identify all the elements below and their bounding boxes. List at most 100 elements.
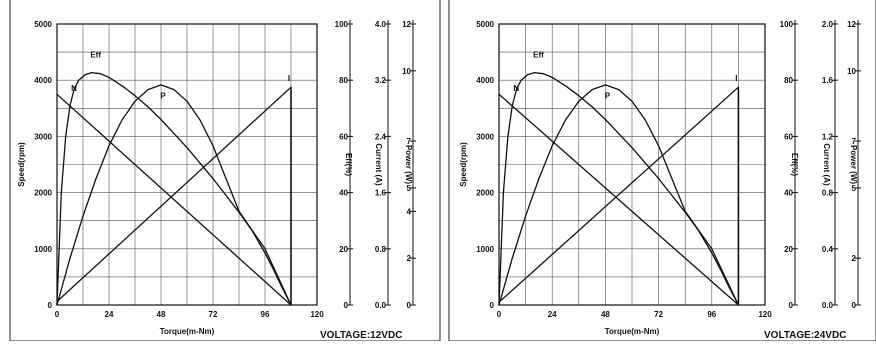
data-point-p: [578, 100, 580, 102]
speed-tick-label: 2000: [34, 189, 52, 198]
grid: [56, 23, 318, 306]
current-axis-label: Current (A): [822, 143, 831, 186]
voltage-label: VOLTAGE:12VDC: [320, 330, 402, 341]
data-point-p: [251, 229, 253, 231]
eff-tick-label: 0: [344, 301, 349, 310]
series-line-n: [56, 93, 292, 306]
data-point-eff: [542, 73, 544, 75]
data-point-eff: [533, 72, 536, 74]
speed-tick-label: 4000: [476, 76, 494, 85]
data-point-i: [56, 300, 58, 303]
data-point-eff: [516, 88, 518, 90]
series-label-i: I: [735, 74, 737, 83]
plot-area: [56, 23, 318, 306]
data-point-eff: [60, 192, 62, 194]
data-point-eff: [578, 95, 580, 97]
x-tick-label: 24: [548, 310, 557, 319]
x-axis-label: Torque(m-Nm): [160, 327, 215, 336]
data-point-p: [95, 178, 97, 180]
x-tick-label: 72: [209, 310, 218, 319]
eff-axis-label: Eff(%): [344, 153, 353, 176]
series-line-n: [498, 93, 739, 306]
power-axis-label: Power (W): [404, 145, 413, 184]
voltage-label: VOLTAGE:24VDC: [764, 330, 846, 341]
eff-tick-label: 0: [789, 301, 794, 310]
data-point-p: [551, 145, 553, 147]
data-point-p: [82, 215, 84, 217]
x-tick-label: 0: [55, 310, 60, 319]
data-point-p: [724, 276, 726, 278]
power-tick-label: 10: [402, 67, 411, 76]
data-point-eff: [631, 147, 633, 149]
eff-tick-label: 100: [780, 20, 794, 29]
current-tick-label: 0.8: [375, 245, 387, 254]
series-label-p: P: [160, 91, 166, 100]
data-point-eff: [507, 135, 509, 137]
data-point-p: [498, 304, 500, 306]
power-tick-label: 2: [407, 254, 412, 263]
speed-tick-label: 5000: [476, 20, 494, 29]
current-tick-label: 1.2: [822, 132, 834, 141]
eff-tick-label: 60: [339, 132, 348, 141]
current-axis-label: Current (A): [374, 143, 383, 186]
data-point-eff: [591, 106, 593, 108]
data-point-eff: [527, 74, 529, 76]
data-point-eff: [134, 95, 136, 97]
speed-axis-ticks: 0 1000 2000 3000 4000 5000: [34, 20, 52, 310]
data-point-eff: [73, 88, 75, 90]
data-point-eff: [711, 252, 713, 254]
eff-tick-label: 100: [335, 20, 349, 29]
data-point-eff: [108, 76, 110, 78]
current-tick-label: 0.0: [375, 301, 387, 310]
data-point-eff: [173, 133, 175, 135]
data-point-eff: [264, 252, 266, 254]
grid: [498, 23, 766, 306]
data-point-p: [644, 119, 646, 121]
data-point-eff: [160, 118, 162, 121]
current-tick-label: 2.0: [822, 20, 834, 29]
speed-axis-ticks: 0 1000 2000 3000 4000 5000: [476, 20, 494, 310]
data-point-eff: [99, 73, 101, 75]
speed-axis-label: Speed(rpm): [459, 142, 468, 187]
x-tick-label: 24: [105, 310, 114, 319]
speed-tick-label: 1000: [34, 245, 52, 254]
x-axis-ticks: 0 24 48 72 96 120: [55, 310, 324, 319]
power-tick-label: 2: [852, 254, 857, 263]
x-tick-label: 120: [758, 310, 772, 319]
data-point-p: [121, 119, 123, 121]
eff-tick-label: 60: [784, 132, 793, 141]
series-label-i: I: [288, 74, 290, 83]
data-point-eff: [84, 74, 86, 76]
x-tick-label: 0: [497, 310, 502, 319]
data-point-eff: [186, 147, 188, 149]
speed-tick-label: 5000: [34, 20, 52, 29]
eff-tick-label: 80: [339, 76, 348, 85]
series-line-i: [498, 86, 739, 303]
current-tick-label: 2.4: [375, 132, 387, 141]
series-line-i: [56, 86, 292, 302]
x-axis-ticks: 0 24 48 72 96 120: [497, 310, 772, 319]
eff-tick-label: 20: [784, 245, 793, 254]
speed-tick-label: 3000: [34, 132, 52, 141]
plot-area: [498, 23, 766, 306]
data-point-eff: [564, 85, 567, 87]
speed-tick-label: 4000: [34, 76, 52, 85]
x-tick-label: 96: [261, 310, 270, 319]
power-tick-label: 4: [407, 207, 412, 216]
data-point-eff: [91, 72, 93, 74]
power-tick-label: 12: [402, 20, 411, 29]
data-point-p: [212, 145, 214, 147]
series-label-eff: Eff: [90, 50, 101, 59]
speed-tick-label: 0: [490, 301, 495, 310]
power-tick-label: 10: [847, 67, 856, 76]
data-point-p: [160, 84, 162, 86]
power-tick-label: 5: [407, 184, 412, 193]
data-point-eff: [658, 178, 660, 180]
x-tick-label: 48: [157, 310, 166, 319]
eff-tick-label: 80: [784, 76, 793, 85]
eff-tick-label: 40: [339, 189, 348, 198]
current-tick-label: 1.6: [375, 189, 387, 198]
eff-tick-label: 40: [784, 189, 793, 198]
data-point-eff: [225, 194, 227, 196]
data-point-p: [618, 89, 620, 91]
